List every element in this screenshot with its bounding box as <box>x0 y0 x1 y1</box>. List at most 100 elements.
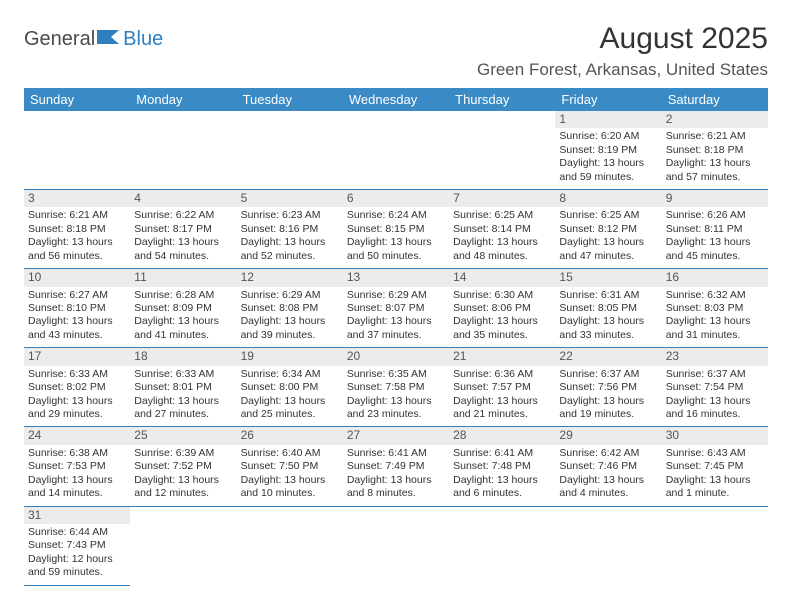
calendar-day-cell: 27Sunrise: 6:41 AMSunset: 7:49 PMDayligh… <box>343 427 449 506</box>
day-detail: Sunrise: 6:40 AM <box>241 447 339 460</box>
day-detail: Sunset: 8:08 PM <box>241 302 339 315</box>
day-detail: and 45 minutes. <box>666 250 764 263</box>
calendar-day-cell: 29Sunrise: 6:42 AMSunset: 7:46 PMDayligh… <box>555 427 661 506</box>
day-detail: Daylight: 13 hours <box>347 315 445 328</box>
day-detail: Daylight: 13 hours <box>241 315 339 328</box>
day-detail: and 23 minutes. <box>347 408 445 421</box>
calendar-day-cell <box>343 506 449 585</box>
day-detail: Daylight: 13 hours <box>666 315 764 328</box>
day-detail: and 29 minutes. <box>28 408 126 421</box>
calendar-day-cell: 12Sunrise: 6:29 AMSunset: 8:08 PMDayligh… <box>237 269 343 348</box>
page-title: August 2025 <box>477 22 768 56</box>
calendar-day-cell: 4Sunrise: 6:22 AMSunset: 8:17 PMDaylight… <box>130 190 236 269</box>
day-number: 1 <box>555 111 661 128</box>
day-number: 7 <box>449 190 555 207</box>
calendar-week-row: 17Sunrise: 6:33 AMSunset: 8:02 PMDayligh… <box>24 348 768 427</box>
day-detail: and 6 minutes. <box>453 487 551 500</box>
day-number: 16 <box>662 269 768 286</box>
day-detail: Sunset: 8:05 PM <box>559 302 657 315</box>
day-detail: Sunset: 8:01 PM <box>134 381 232 394</box>
calendar-week-row: 31Sunrise: 6:44 AMSunset: 7:43 PMDayligh… <box>24 506 768 585</box>
day-detail: and 47 minutes. <box>559 250 657 263</box>
day-number: 12 <box>237 269 343 286</box>
day-number: 23 <box>662 348 768 365</box>
day-number: 21 <box>449 348 555 365</box>
day-detail: and 35 minutes. <box>453 329 551 342</box>
day-detail: Sunset: 8:17 PM <box>134 223 232 236</box>
day-detail: Daylight: 13 hours <box>134 395 232 408</box>
calendar-day-cell <box>343 111 449 190</box>
day-detail: and 52 minutes. <box>241 250 339 263</box>
day-detail: Sunrise: 6:32 AM <box>666 289 764 302</box>
day-detail: and 27 minutes. <box>134 408 232 421</box>
day-detail: Sunrise: 6:37 AM <box>559 368 657 381</box>
calendar-day-cell: 13Sunrise: 6:29 AMSunset: 8:07 PMDayligh… <box>343 269 449 348</box>
day-detail: Daylight: 13 hours <box>347 395 445 408</box>
day-detail: and 14 minutes. <box>28 487 126 500</box>
day-number: 6 <box>343 190 449 207</box>
calendar-day-cell <box>130 506 236 585</box>
day-detail: Daylight: 13 hours <box>559 236 657 249</box>
calendar-day-cell: 3Sunrise: 6:21 AMSunset: 8:18 PMDaylight… <box>24 190 130 269</box>
day-detail: Sunrise: 6:33 AM <box>134 368 232 381</box>
calendar-day-cell: 22Sunrise: 6:37 AMSunset: 7:56 PMDayligh… <box>555 348 661 427</box>
day-detail: Sunset: 8:16 PM <box>241 223 339 236</box>
day-detail: Sunrise: 6:29 AM <box>347 289 445 302</box>
weekday-header: Monday <box>130 88 236 111</box>
day-detail: Sunset: 7:54 PM <box>666 381 764 394</box>
day-detail: Sunrise: 6:21 AM <box>666 130 764 143</box>
day-number: 17 <box>24 348 130 365</box>
day-detail: Sunrise: 6:23 AM <box>241 209 339 222</box>
day-detail: Daylight: 13 hours <box>347 474 445 487</box>
day-detail: and 39 minutes. <box>241 329 339 342</box>
calendar-day-cell: 5 Sunrise: 6:23 AMSunset: 8:16 PMDaylight… <box>237 190 343 269</box>
calendar-week-row: 1Sunrise: 6:20 AMSunset: 8:19 PMDaylight… <box>24 111 768 190</box>
day-detail: Sunset: 8:15 PM <box>347 223 445 236</box>
day-detail: Sunset: 7:50 PM <box>241 460 339 473</box>
calendar-day-cell: 18Sunrise: 6:33 AMSunset: 8:01 PMDayligh… <box>130 348 236 427</box>
calendar-day-cell <box>130 111 236 190</box>
day-number: 3 <box>24 190 130 207</box>
day-number: 10 <box>24 269 130 286</box>
calendar-day-cell: 8Sunrise: 6:25 AMSunset: 8:12 PMDaylight… <box>555 190 661 269</box>
day-detail: and 54 minutes. <box>134 250 232 263</box>
day-detail: Sunrise: 6:39 AM <box>134 447 232 460</box>
day-detail: Sunset: 8:00 PM <box>241 381 339 394</box>
day-detail: Daylight: 13 hours <box>134 474 232 487</box>
day-detail: Sunrise: 6:20 AM <box>559 130 657 143</box>
day-detail: Sunset: 7:46 PM <box>559 460 657 473</box>
day-detail: Daylight: 13 hours <box>666 157 764 170</box>
day-number: 19 <box>237 348 343 365</box>
calendar-week-row: 10Sunrise: 6:27 AMSunset: 8:10 PMDayligh… <box>24 269 768 348</box>
calendar-day-cell: 20Sunrise: 6:35 AMSunset: 7:58 PMDayligh… <box>343 348 449 427</box>
day-number: 31 <box>24 507 130 524</box>
calendar-day-cell <box>24 111 130 190</box>
day-number: 5 <box>237 190 343 207</box>
logo-text-blue: Blue <box>123 28 163 51</box>
day-detail: and 43 minutes. <box>28 329 126 342</box>
calendar-day-cell: 16Sunrise: 6:32 AMSunset: 8:03 PMDayligh… <box>662 269 768 348</box>
day-number: 8 <box>555 190 661 207</box>
day-detail: Sunrise: 6:21 AM <box>28 209 126 222</box>
day-number: 28 <box>449 427 555 444</box>
calendar-day-cell: 1Sunrise: 6:20 AMSunset: 8:19 PMDaylight… <box>555 111 661 190</box>
flag-icon <box>97 28 121 51</box>
calendar-day-cell: 26Sunrise: 6:40 AMSunset: 7:50 PMDayligh… <box>237 427 343 506</box>
day-detail: and 41 minutes. <box>134 329 232 342</box>
calendar-week-row: 3Sunrise: 6:21 AMSunset: 8:18 PMDaylight… <box>24 190 768 269</box>
day-detail: Sunset: 7:43 PM <box>28 539 126 552</box>
weekday-header: Friday <box>555 88 661 111</box>
day-detail: Sunset: 8:07 PM <box>347 302 445 315</box>
weekday-header: Thursday <box>449 88 555 111</box>
day-detail: and 12 minutes. <box>134 487 232 500</box>
day-detail: Sunset: 8:14 PM <box>453 223 551 236</box>
logo-text-general: General <box>24 28 95 51</box>
title-block: August 2025 Green Forest, Arkansas, Unit… <box>477 22 768 80</box>
day-detail: Daylight: 13 hours <box>241 236 339 249</box>
calendar-day-cell: 2Sunrise: 6:21 AMSunset: 8:18 PMDaylight… <box>662 111 768 190</box>
day-number: 26 <box>237 427 343 444</box>
weekday-header-row: Sunday Monday Tuesday Wednesday Thursday… <box>24 88 768 111</box>
day-detail: Sunrise: 6:35 AM <box>347 368 445 381</box>
day-number: 29 <box>555 427 661 444</box>
day-detail: Daylight: 13 hours <box>134 315 232 328</box>
